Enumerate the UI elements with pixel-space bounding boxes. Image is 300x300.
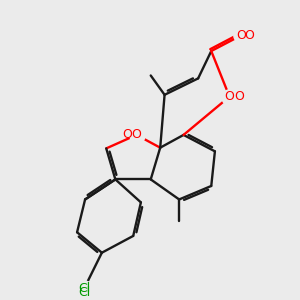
- Text: O: O: [132, 128, 141, 141]
- Text: O: O: [244, 29, 254, 42]
- Text: Cl: Cl: [78, 282, 91, 295]
- Text: O: O: [234, 90, 244, 103]
- Text: O: O: [236, 29, 246, 42]
- Text: O: O: [225, 90, 234, 103]
- Text: Cl: Cl: [78, 286, 91, 299]
- Text: O: O: [122, 128, 132, 141]
